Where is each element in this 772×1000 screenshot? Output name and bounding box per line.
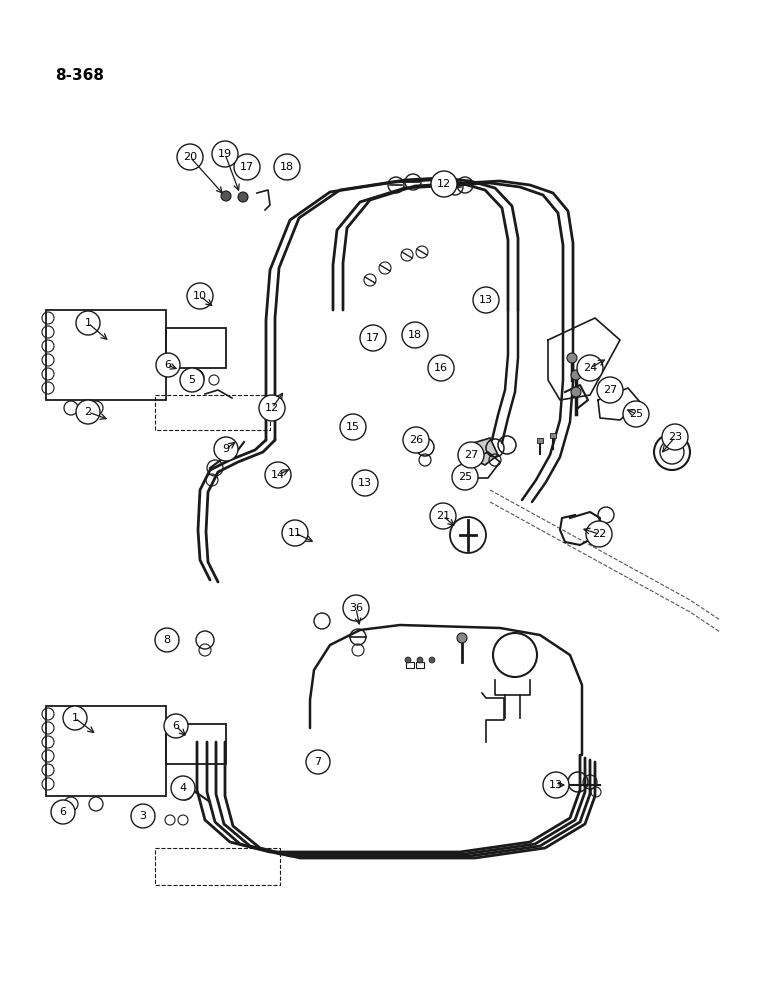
Text: 12: 12 <box>437 179 451 189</box>
Circle shape <box>155 628 179 652</box>
Text: 24: 24 <box>583 363 597 373</box>
Circle shape <box>265 462 291 488</box>
Circle shape <box>171 776 195 800</box>
Circle shape <box>623 401 649 427</box>
Circle shape <box>457 633 467 643</box>
Text: 11: 11 <box>288 528 302 538</box>
Polygon shape <box>470 438 498 465</box>
Bar <box>46 706 166 796</box>
Text: 12: 12 <box>265 403 279 413</box>
Circle shape <box>567 353 577 363</box>
Circle shape <box>234 154 260 180</box>
Circle shape <box>662 424 688 450</box>
Text: 10: 10 <box>193 291 207 301</box>
Bar <box>537 438 543 443</box>
Text: 27: 27 <box>603 385 617 395</box>
Text: 4: 4 <box>179 783 187 793</box>
Circle shape <box>403 427 429 453</box>
Circle shape <box>164 714 188 738</box>
Circle shape <box>586 521 612 547</box>
Text: 36: 36 <box>349 603 363 613</box>
Bar <box>550 433 556 438</box>
Text: 18: 18 <box>280 162 294 172</box>
Bar <box>46 310 166 400</box>
Circle shape <box>274 154 300 180</box>
Text: 14: 14 <box>271 470 285 480</box>
Circle shape <box>51 800 75 824</box>
Circle shape <box>417 657 423 663</box>
Text: 23: 23 <box>668 432 682 442</box>
Circle shape <box>458 442 484 468</box>
Text: 9: 9 <box>222 444 229 454</box>
Bar <box>416 662 424 668</box>
Circle shape <box>63 706 87 730</box>
Circle shape <box>259 395 285 421</box>
Text: 17: 17 <box>240 162 254 172</box>
Circle shape <box>597 377 623 403</box>
Circle shape <box>402 322 428 348</box>
Circle shape <box>214 437 238 461</box>
Circle shape <box>221 191 231 201</box>
Circle shape <box>131 804 155 828</box>
Text: 25: 25 <box>629 409 643 419</box>
Bar <box>406 662 414 668</box>
Text: 15: 15 <box>346 422 360 432</box>
Text: 2: 2 <box>84 407 92 417</box>
Text: 1: 1 <box>84 318 92 328</box>
Text: 1: 1 <box>72 713 79 723</box>
Circle shape <box>180 368 204 392</box>
Text: 8-368: 8-368 <box>55 68 104 83</box>
Circle shape <box>571 370 581 380</box>
Circle shape <box>360 325 386 351</box>
Circle shape <box>306 750 330 774</box>
Circle shape <box>428 355 454 381</box>
Text: 7: 7 <box>314 757 322 767</box>
Text: 13: 13 <box>549 780 563 790</box>
Circle shape <box>452 464 478 490</box>
Text: 8: 8 <box>164 635 171 645</box>
Text: 13: 13 <box>358 478 372 488</box>
Bar <box>166 724 226 764</box>
Text: 16: 16 <box>434 363 448 373</box>
Bar <box>166 328 226 368</box>
Text: 18: 18 <box>408 330 422 340</box>
Text: 6: 6 <box>172 721 180 731</box>
Circle shape <box>430 503 456 529</box>
Circle shape <box>156 353 180 377</box>
Circle shape <box>429 657 435 663</box>
Circle shape <box>76 400 100 424</box>
Text: 17: 17 <box>366 333 380 343</box>
Circle shape <box>76 311 100 335</box>
Circle shape <box>473 287 499 313</box>
Circle shape <box>577 355 603 381</box>
Circle shape <box>543 772 569 798</box>
Text: 27: 27 <box>464 450 478 460</box>
Text: 3: 3 <box>140 811 147 821</box>
Circle shape <box>212 141 238 167</box>
Text: 19: 19 <box>218 149 232 159</box>
Circle shape <box>187 283 213 309</box>
Text: 26: 26 <box>409 435 423 445</box>
Circle shape <box>352 470 378 496</box>
Circle shape <box>282 520 308 546</box>
Circle shape <box>343 595 369 621</box>
Circle shape <box>405 657 411 663</box>
Text: 20: 20 <box>183 152 197 162</box>
Text: 22: 22 <box>592 529 606 539</box>
Text: 21: 21 <box>436 511 450 521</box>
Circle shape <box>340 414 366 440</box>
Text: 6: 6 <box>164 360 171 370</box>
Circle shape <box>238 192 248 202</box>
Text: 13: 13 <box>479 295 493 305</box>
Text: 6: 6 <box>59 807 66 817</box>
Circle shape <box>431 171 457 197</box>
Text: 25: 25 <box>458 472 472 482</box>
Text: 5: 5 <box>188 375 195 385</box>
Circle shape <box>177 144 203 170</box>
Circle shape <box>571 387 581 397</box>
